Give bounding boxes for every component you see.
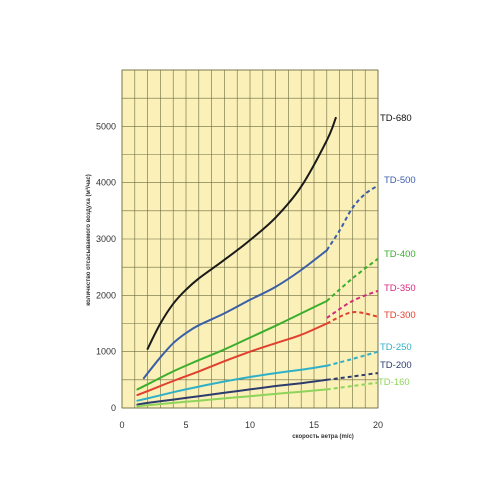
td-500-line bbox=[142, 249, 328, 380]
td-400-dashed-line bbox=[326, 257, 379, 302]
plot-border bbox=[121, 69, 379, 409]
y-tick-label: 3000 bbox=[96, 234, 116, 244]
td-680-label: TD-680 bbox=[380, 113, 412, 124]
y-tick-label: 1000 bbox=[96, 347, 116, 357]
td-250-label: TD-250 bbox=[380, 342, 412, 353]
td-400-line bbox=[136, 300, 328, 391]
x-tick-label: 0 bbox=[119, 420, 124, 430]
td-350-dashed-line bbox=[326, 289, 379, 319]
td-200-line bbox=[136, 378, 328, 406]
y-axis-label: количество отсасываемого воздуха (м³/час… bbox=[85, 174, 92, 306]
td-680-line bbox=[146, 116, 337, 350]
x-tick-label: 10 bbox=[245, 420, 255, 430]
td-160-line bbox=[136, 388, 328, 408]
td-300-label: TD-300 bbox=[384, 310, 416, 321]
td-300-dashed-line bbox=[326, 311, 379, 325]
td-160-dashed-line bbox=[326, 381, 379, 391]
x-tick-label: 15 bbox=[309, 420, 319, 430]
td-160-label: TD-160 bbox=[378, 377, 410, 388]
x-axis-label: скорость ветра (m/c) bbox=[292, 434, 354, 440]
td-500-label: TD-500 bbox=[384, 175, 416, 186]
td-200-dashed-line bbox=[326, 372, 379, 381]
y-tick-label: 0 bbox=[111, 403, 116, 413]
tick-labels: 0 5 10 15 20 0 1000 2000 3000 4000 5000 bbox=[96, 121, 383, 430]
series-lines bbox=[136, 116, 379, 408]
td-350-label: TD-350 bbox=[384, 283, 416, 294]
td-400-label: TD-400 bbox=[384, 249, 416, 260]
y-tick-label: 5000 bbox=[96, 121, 116, 131]
y-tick-label: 4000 bbox=[96, 178, 116, 188]
series-labels: TD-680 TD-500 TD-400 TD-350 TD-300 TD-250 TD-2… bbox=[378, 113, 416, 388]
td-200-label: TD-200 bbox=[380, 360, 412, 371]
x-tick-label: 20 bbox=[373, 420, 383, 430]
td-300-line bbox=[136, 322, 328, 396]
x-tick-label: 5 bbox=[183, 420, 188, 430]
td-500-dashed-line bbox=[325, 184, 379, 251]
td-250-line bbox=[136, 364, 328, 402]
y-tick-label: 2000 bbox=[96, 290, 116, 300]
